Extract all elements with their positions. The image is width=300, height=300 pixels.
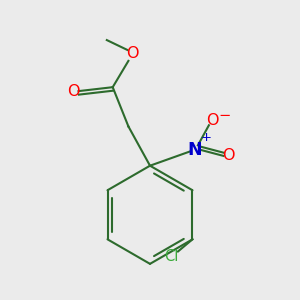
Text: O: O: [126, 46, 139, 61]
Text: N: N: [188, 141, 203, 159]
Text: Cl: Cl: [164, 250, 178, 265]
Text: +: +: [201, 131, 212, 144]
Text: O: O: [222, 148, 235, 164]
Text: −: −: [218, 108, 231, 123]
Text: O: O: [207, 113, 219, 128]
Text: O: O: [67, 84, 80, 99]
